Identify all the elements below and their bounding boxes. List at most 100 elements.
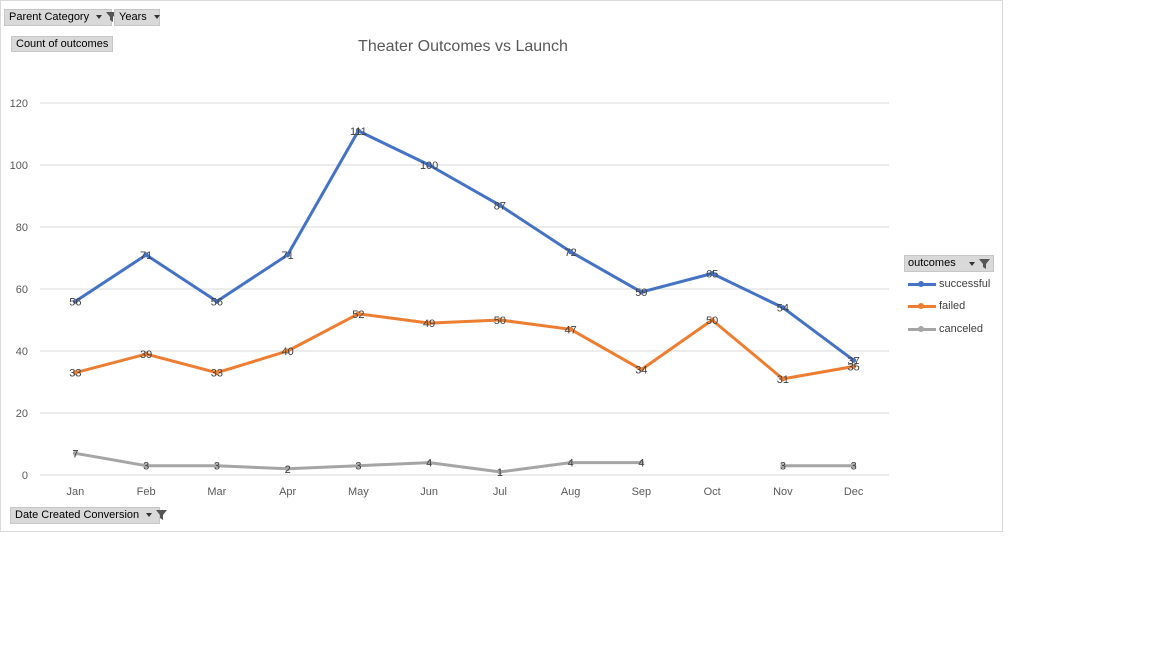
data-point-failed [709, 317, 715, 323]
data-label-successful: 37 [848, 355, 860, 367]
data-label-canceled: 3 [780, 461, 786, 473]
dropdown-arrow-icon [153, 15, 160, 20]
data-point-canceled [780, 463, 786, 469]
y-tick-label: 20 [16, 408, 28, 420]
data-label-successful: 56 [69, 296, 81, 308]
series-line-failed [73, 312, 856, 381]
data-label-canceled: 2 [285, 464, 291, 476]
legend-swatch-successful [908, 281, 936, 287]
y-tick-label: 80 [16, 222, 28, 234]
years-filter-button[interactable]: Years [114, 9, 160, 26]
data-point-canceled [568, 460, 574, 466]
data-label-successful: 111 [350, 126, 367, 138]
legend-label-canceled: canceled [939, 323, 984, 335]
data-label-canceled: 3 [355, 461, 361, 473]
data-point-successful [851, 357, 857, 363]
data-label-successful: 65 [706, 269, 718, 281]
count-of-outcomes-field[interactable]: Count of outcomes [11, 36, 114, 52]
legend-marker [918, 303, 924, 309]
y-tick-label: 60 [16, 284, 28, 296]
dropdown-arrow-icon [96, 15, 103, 20]
data-label-canceled: 3 [214, 461, 220, 473]
series-line-successful [73, 129, 856, 362]
data-point-failed [638, 367, 644, 373]
data-point-canceled [355, 463, 361, 469]
data-label-failed: 35 [848, 362, 860, 374]
data-point-successful [780, 305, 786, 311]
legend-marker [918, 281, 924, 287]
data-label-failed: 40 [282, 346, 294, 358]
data-label-successful: 59 [635, 287, 647, 299]
data-point-failed [143, 351, 149, 357]
data-label-canceled: 4 [426, 458, 432, 470]
data-point-failed [355, 311, 361, 317]
data-label-canceled: 7 [72, 448, 78, 460]
data-point-successful [426, 162, 432, 168]
data-point-successful [568, 249, 574, 255]
data-point-canceled [72, 450, 78, 456]
chart-title: Theater Outcomes vs Launch [358, 38, 568, 55]
data-point-failed [851, 364, 857, 369]
data-point-failed [780, 376, 786, 382]
data-label-failed: 33 [211, 368, 223, 380]
x-tick-label: Sep [632, 486, 652, 498]
data-label-failed: 50 [494, 315, 506, 327]
data-point-successful [72, 298, 78, 304]
data-label-successful: 71 [282, 250, 294, 262]
date-created-filter-button[interactable]: Date Created Conversion [10, 507, 168, 524]
x-tick-label: May [348, 486, 369, 498]
y-tick-label: 40 [16, 346, 28, 358]
years-label: Years [119, 11, 147, 23]
data-label-failed: 52 [352, 309, 364, 321]
data-label-successful: 71 [140, 250, 152, 262]
data-label-canceled: 4 [568, 458, 574, 470]
data-label-failed: 47 [565, 324, 577, 336]
legend-swatch-failed [908, 303, 936, 309]
data-point-successful [214, 298, 220, 304]
data-point-canceled [285, 466, 291, 472]
data-point-canceled [851, 463, 857, 469]
legend-swatch-canceled [908, 326, 936, 332]
date-created-label: Date Created Conversion [15, 509, 140, 521]
data-point-canceled [426, 460, 432, 466]
data-point-successful [497, 202, 503, 208]
x-tick-label: Apr [279, 486, 296, 498]
legend-marker [918, 326, 924, 332]
data-point-failed [285, 348, 291, 354]
x-tick-label: Mar [207, 486, 226, 498]
data-point-successful [355, 128, 361, 134]
data-point-failed [426, 320, 432, 326]
outcomes-legend-filter-button[interactable]: outcomes [904, 255, 994, 272]
data-point-successful [638, 289, 644, 295]
count-of-outcomes-label: Count of outcomes [16, 38, 109, 50]
x-tick-label: Aug [561, 486, 581, 498]
data-label-canceled: 1 [497, 467, 503, 479]
data-label-successful: 56 [211, 296, 223, 308]
data-point-canceled [497, 469, 503, 475]
data-label-failed: 39 [140, 349, 152, 361]
dropdown-arrow-icon [146, 513, 153, 518]
x-tick-label: Jan [67, 486, 85, 498]
line-chart: Theater Outcomes vs Launch02040608010012… [10, 38, 889, 498]
x-tick-label: Jun [420, 486, 438, 498]
data-label-successful: 100 [420, 160, 438, 172]
data-label-failed: 33 [69, 368, 81, 380]
data-point-canceled [638, 460, 644, 466]
legend-title: outcomes [908, 257, 956, 269]
data-point-canceled [214, 463, 220, 469]
legend-label-failed: failed [939, 300, 966, 312]
data-label-canceled: 4 [638, 458, 644, 470]
data-point-failed [214, 370, 220, 376]
data-label-failed: 34 [635, 365, 647, 377]
data-point-failed [72, 370, 78, 376]
x-tick-label: Oct [704, 486, 721, 498]
dropdown-arrow-icon [968, 262, 975, 267]
data-label-failed: 31 [777, 374, 789, 386]
data-point-failed [497, 317, 503, 323]
data-label-successful: 87 [494, 200, 506, 212]
parent-category-label: Parent Category [9, 11, 90, 23]
filter-funnel-icon [979, 259, 990, 270]
data-point-canceled [143, 463, 149, 469]
y-tick-label: 100 [10, 160, 28, 172]
data-point-successful [709, 271, 715, 276]
